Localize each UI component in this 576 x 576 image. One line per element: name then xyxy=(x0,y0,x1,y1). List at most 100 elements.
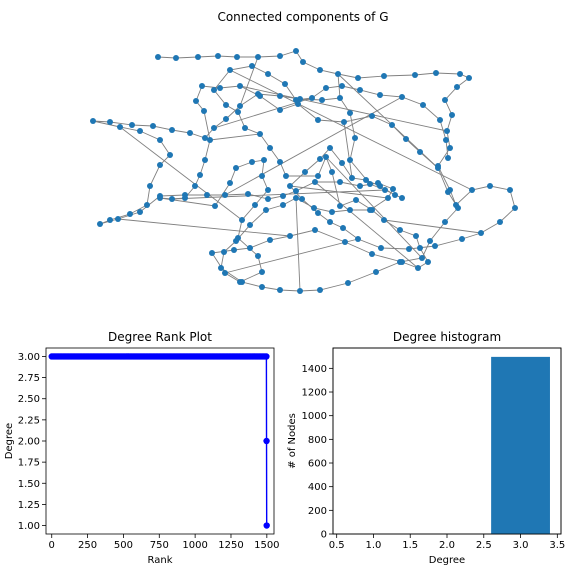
graph-node xyxy=(204,192,210,198)
graph-node xyxy=(233,165,239,171)
graph-node xyxy=(115,216,121,222)
histogram-xtick-label: 1.0 xyxy=(365,540,381,551)
degree-histogram: 0.5 1.0 1.5 2.0 2.5 3.0 3.5 0 200 400 600 800 1000 12… xyxy=(302,348,566,551)
graph-node xyxy=(469,187,475,193)
graph-node xyxy=(265,187,271,193)
rank-plot-ytick-label: 3.00 xyxy=(18,352,40,363)
graph-node xyxy=(277,287,283,293)
rank-plot-ytick-label: 2.00 xyxy=(18,437,40,448)
graph-node xyxy=(355,236,361,242)
graph-node xyxy=(259,269,265,275)
graph-node xyxy=(373,269,379,275)
rank-plot-marker xyxy=(263,438,269,444)
rank-plot-xtick-label: 500 xyxy=(114,540,133,551)
graph-node xyxy=(293,188,299,194)
graph-title: Connected components of G xyxy=(217,10,388,24)
graph-node xyxy=(211,87,217,93)
graph-node xyxy=(317,156,323,162)
graph-node xyxy=(341,119,347,125)
graph-node xyxy=(277,159,283,165)
graph-node xyxy=(457,71,463,77)
graph-node xyxy=(218,265,224,271)
graph-node xyxy=(378,245,384,251)
graph-node xyxy=(449,112,455,118)
graph-node xyxy=(287,233,293,239)
graph-node xyxy=(182,195,188,201)
graph-node xyxy=(300,59,306,65)
graph-node xyxy=(249,159,255,165)
graph-node xyxy=(339,160,345,166)
graph-node xyxy=(337,95,343,101)
rank-plot-xlabel: Rank xyxy=(148,555,173,566)
graph-node xyxy=(412,72,418,78)
graph-node xyxy=(192,183,198,189)
graph-node xyxy=(287,183,293,189)
rank-plot-xtick-label: 1000 xyxy=(182,540,207,551)
histogram-xtick-label: 2.5 xyxy=(476,540,492,551)
graph-node xyxy=(234,54,240,60)
graph-node xyxy=(369,207,375,213)
histogram-ytick-label: 0 xyxy=(321,530,327,541)
graph-node xyxy=(167,152,173,158)
graph-node xyxy=(317,67,323,73)
graph-node xyxy=(315,210,321,216)
graph-node xyxy=(259,173,265,179)
graph-node xyxy=(381,73,387,79)
graph-node xyxy=(417,149,423,155)
graph-node xyxy=(329,209,335,215)
graph-node xyxy=(455,205,461,211)
rank-plot-ytick-label: 1.50 xyxy=(18,479,40,490)
rank-plot-ytick-label: 2.50 xyxy=(18,394,40,405)
graph-node xyxy=(497,219,503,225)
rank-plot-ytick-label: 2.75 xyxy=(18,373,40,384)
histogram-ytick-label: 600 xyxy=(308,459,327,470)
graph-node xyxy=(265,71,271,77)
graph-node xyxy=(169,196,175,202)
graph-node xyxy=(249,63,255,69)
graph-node xyxy=(382,187,388,193)
graph-node xyxy=(255,54,261,60)
graph-node xyxy=(454,84,460,90)
rank-plot-axes-frame xyxy=(46,348,274,534)
graph-node xyxy=(231,247,237,253)
histogram-ytick-label: 200 xyxy=(308,506,327,517)
graph-node xyxy=(437,117,443,123)
graph-node xyxy=(337,203,343,209)
histogram-ytick-label: 400 xyxy=(308,482,327,493)
rank-plot-xtick-label: 1250 xyxy=(218,540,243,551)
graph-node xyxy=(312,227,318,233)
graph-node xyxy=(442,219,448,225)
graph-node xyxy=(425,259,431,265)
graph-node xyxy=(211,125,217,131)
graph-node xyxy=(107,119,113,125)
graph-node xyxy=(433,70,439,76)
graph-node xyxy=(247,245,253,251)
graph-node xyxy=(267,237,273,243)
graph-node xyxy=(399,94,405,100)
graph-node xyxy=(397,227,403,233)
graph-node xyxy=(381,217,387,223)
graph-node xyxy=(245,191,251,197)
graph-node xyxy=(315,173,321,179)
graph-node xyxy=(209,250,215,256)
graph-node xyxy=(390,186,396,192)
graph-node xyxy=(117,124,123,130)
graph-node xyxy=(127,211,133,217)
graph-node xyxy=(237,279,243,285)
graph-node xyxy=(129,122,135,128)
graph-node xyxy=(432,243,438,249)
rank-plot-xtick-label: 0 xyxy=(49,540,55,551)
rank-plot-xtick-label: 250 xyxy=(78,540,97,551)
graph-node xyxy=(327,145,333,151)
graph-node xyxy=(252,202,258,208)
graph-node xyxy=(507,187,513,193)
histogram-xtick-label: 3.5 xyxy=(549,540,565,551)
graph-node xyxy=(267,145,273,151)
graph-node xyxy=(335,71,341,77)
graph-node xyxy=(107,217,113,223)
graph-node xyxy=(369,113,375,119)
graph-node xyxy=(259,284,265,290)
graph-node xyxy=(227,180,233,186)
graph-node xyxy=(399,259,405,265)
